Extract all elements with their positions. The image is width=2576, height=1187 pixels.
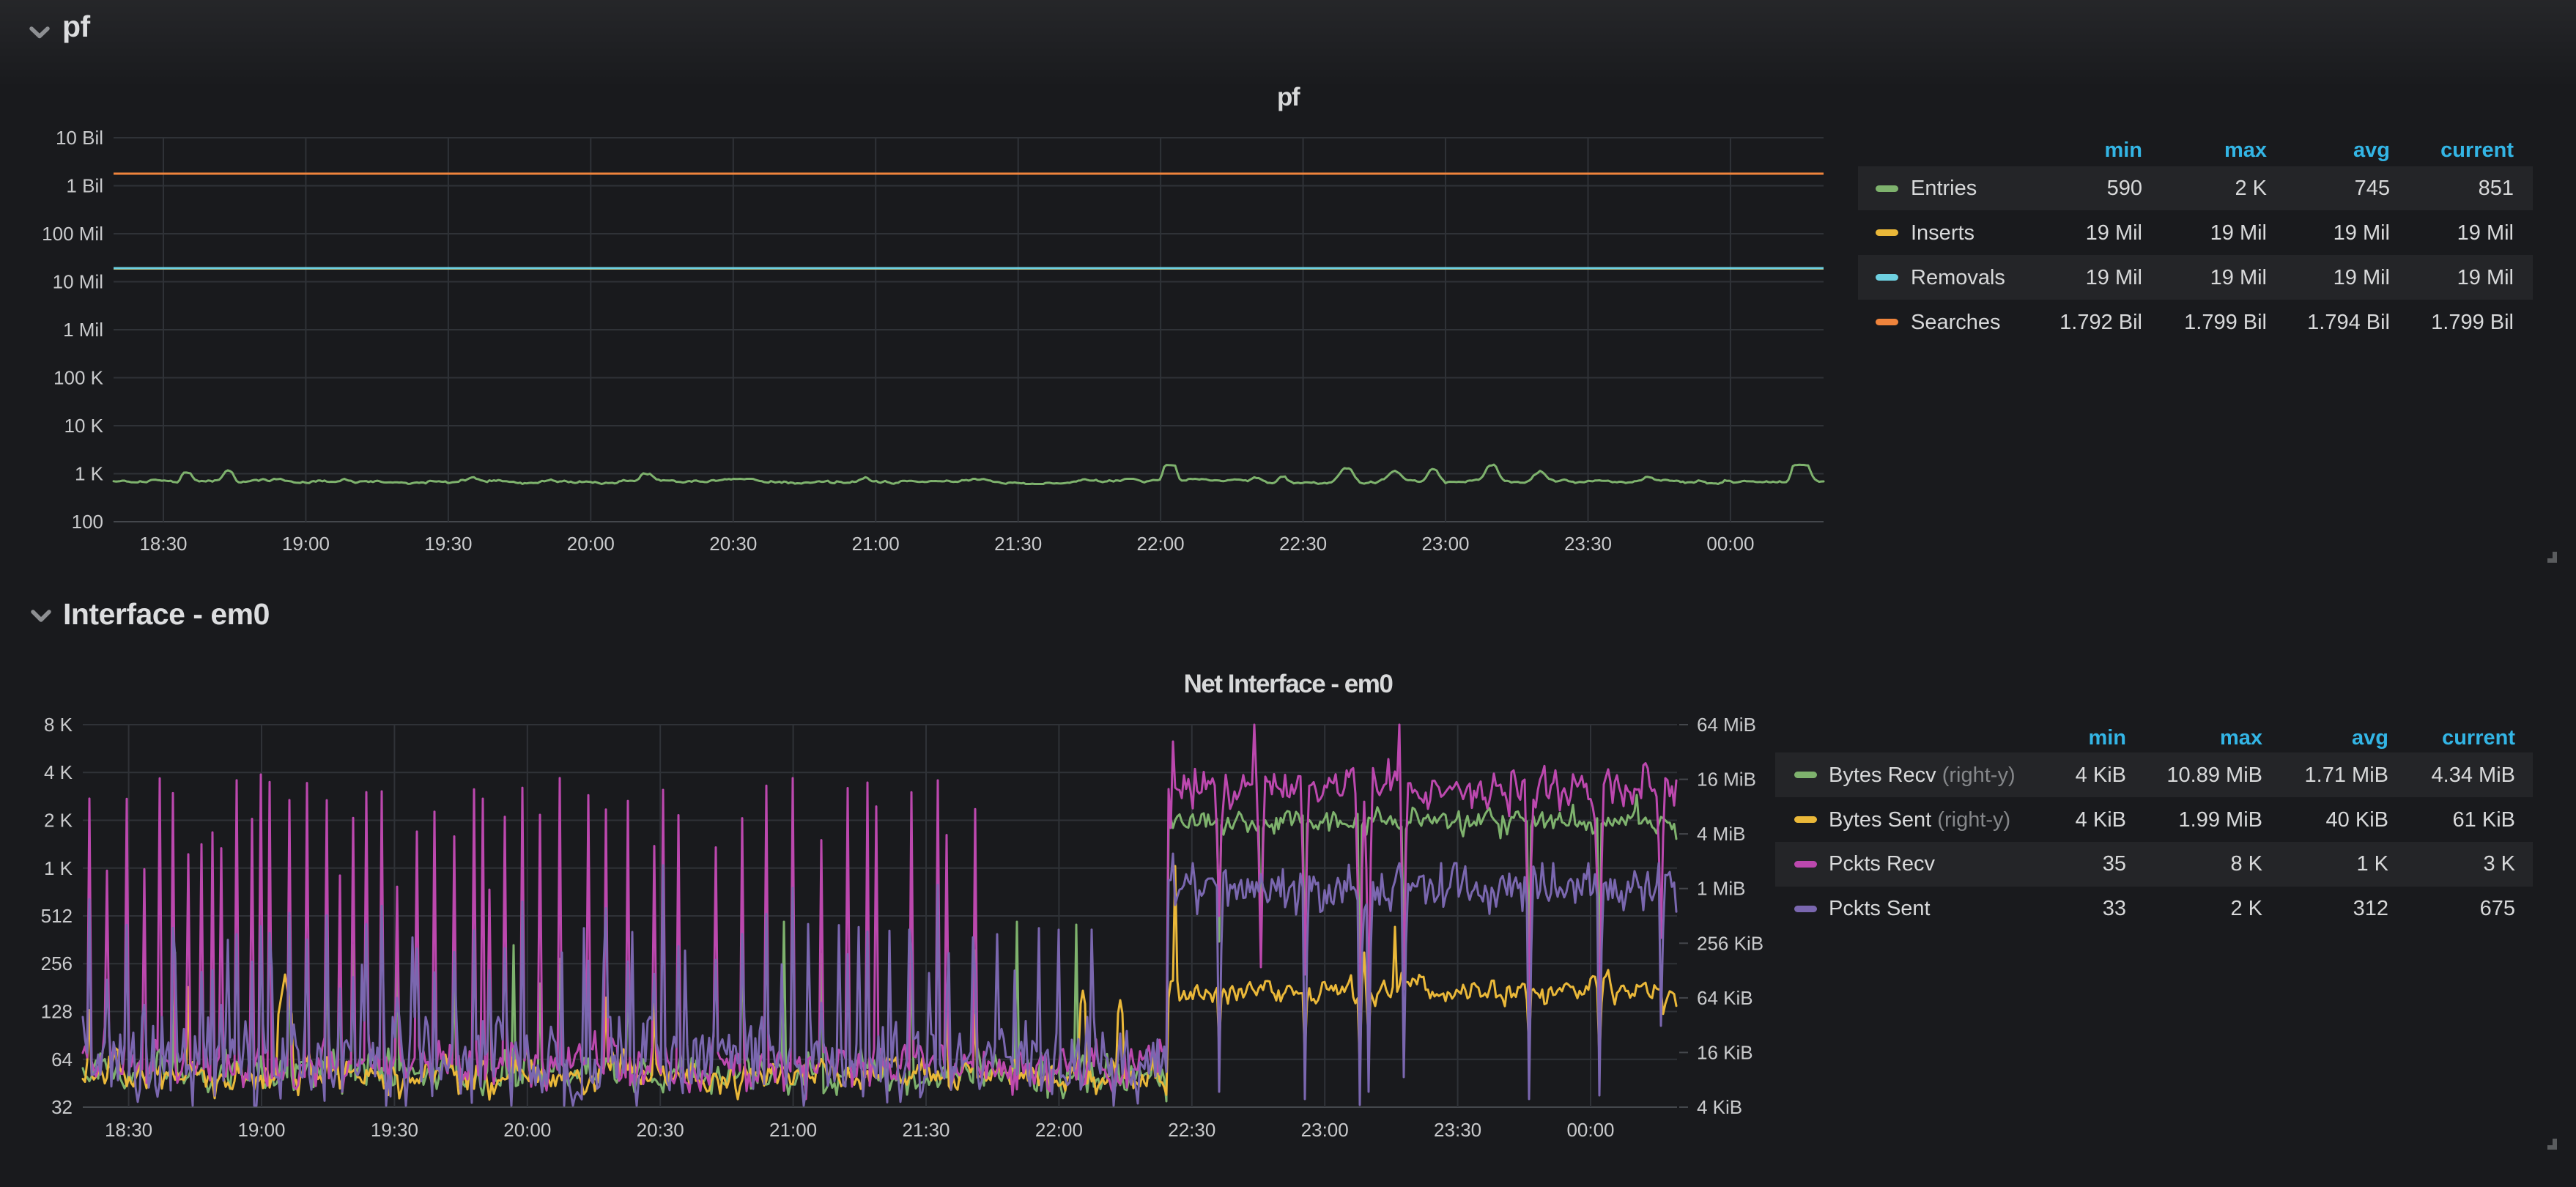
svg-text:1 MiB: 1 MiB [1697, 878, 1745, 900]
svg-text:256 KiB: 256 KiB [1697, 932, 1763, 954]
svg-text:21:30: 21:30 [902, 1119, 950, 1141]
svg-text:19:30: 19:30 [371, 1119, 418, 1141]
svg-text:10 Mil: 10 Mil [53, 271, 103, 293]
svg-text:128: 128 [41, 1001, 73, 1023]
svg-text:32: 32 [51, 1096, 73, 1118]
svg-text:22:00: 22:00 [1137, 533, 1185, 555]
svg-text:23:00: 23:00 [1301, 1119, 1349, 1141]
svg-text:64: 64 [51, 1049, 73, 1070]
svg-text:23:30: 23:30 [1564, 533, 1612, 555]
svg-text:2 K: 2 K [44, 810, 73, 832]
svg-text:4 KiB: 4 KiB [1697, 1096, 1742, 1118]
svg-text:19:00: 19:00 [282, 533, 330, 555]
svg-text:20:30: 20:30 [637, 1119, 684, 1141]
svg-text:18:30: 18:30 [105, 1119, 152, 1141]
svg-text:20:30: 20:30 [709, 533, 757, 555]
svg-text:64 KiB: 64 KiB [1697, 987, 1753, 1009]
svg-text:4 MiB: 4 MiB [1697, 823, 1745, 845]
svg-text:00:00: 00:00 [1566, 1119, 1614, 1141]
svg-text:20:00: 20:00 [503, 1119, 551, 1141]
svg-text:1 Mil: 1 Mil [63, 319, 103, 341]
svg-text:00:00: 00:00 [1706, 533, 1754, 555]
svg-text:19:00: 19:00 [237, 1119, 285, 1141]
svg-text:20:00: 20:00 [567, 533, 615, 555]
svg-text:23:00: 23:00 [1421, 533, 1469, 555]
svg-text:100: 100 [72, 511, 103, 533]
svg-text:21:00: 21:00 [769, 1119, 817, 1141]
svg-text:100 K: 100 K [53, 367, 104, 389]
svg-text:64 MiB: 64 MiB [1697, 714, 1756, 736]
svg-text:16 MiB: 16 MiB [1697, 769, 1756, 791]
svg-text:1 Bil: 1 Bil [66, 175, 103, 197]
svg-text:21:00: 21:00 [852, 533, 900, 555]
svg-text:22:30: 22:30 [1279, 533, 1327, 555]
svg-text:16 KiB: 16 KiB [1697, 1041, 1753, 1063]
svg-text:256: 256 [41, 953, 73, 975]
svg-text:1 K: 1 K [75, 463, 104, 485]
svg-text:8 K: 8 K [44, 714, 73, 736]
svg-text:100 Mil: 100 Mil [42, 223, 103, 245]
svg-text:21:30: 21:30 [994, 533, 1042, 555]
svg-text:18:30: 18:30 [139, 533, 187, 555]
svg-text:19:30: 19:30 [424, 533, 472, 555]
svg-text:4 K: 4 K [44, 761, 73, 783]
svg-text:10 Bil: 10 Bil [56, 127, 103, 149]
svg-text:22:00: 22:00 [1035, 1119, 1083, 1141]
svg-text:10 K: 10 K [64, 415, 104, 437]
svg-text:1 K: 1 K [44, 857, 73, 879]
svg-text:23:30: 23:30 [1434, 1119, 1481, 1141]
svg-text:512: 512 [41, 905, 73, 927]
svg-text:22:30: 22:30 [1168, 1119, 1215, 1141]
